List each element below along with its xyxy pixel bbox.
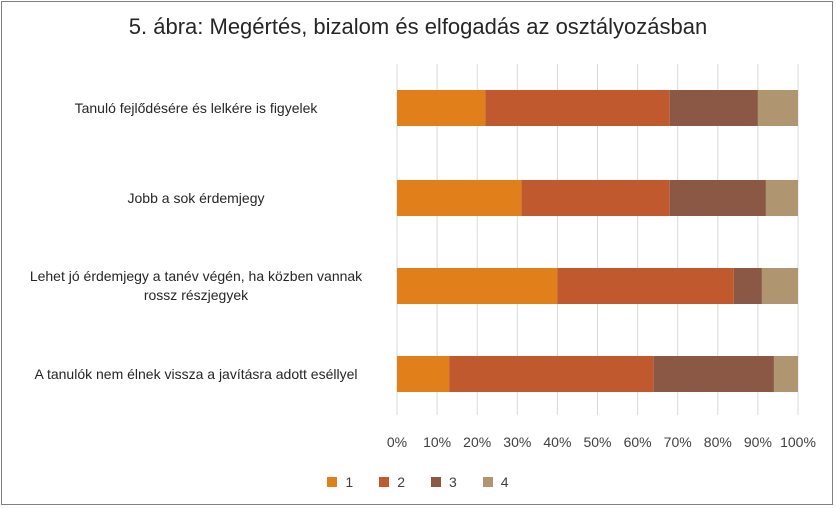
chart-legend: 1 2 3 4 xyxy=(0,474,836,490)
bar-segment-2 xyxy=(521,180,670,216)
x-tick-label: 100% xyxy=(780,434,816,450)
category-label-line: A tanulók nem élnek vissza a javításra a… xyxy=(34,365,358,382)
bar-segment-2 xyxy=(485,90,670,126)
x-tick-label: 0% xyxy=(387,434,407,450)
legend-label: 4 xyxy=(500,474,509,490)
bar-segment-3 xyxy=(669,180,766,216)
bar-segment-2 xyxy=(449,356,654,392)
bar-segment-4 xyxy=(773,356,798,392)
bar-segment-1 xyxy=(397,268,558,304)
bar-segment-1 xyxy=(397,90,486,126)
chart-title: 5. ábra: Megértés, bizalom és elfogadás … xyxy=(128,14,708,39)
category-label: Tanuló fejlődésére és lelkére is figyele… xyxy=(4,99,388,118)
bar-segment-4 xyxy=(761,268,798,304)
bar-segment-4 xyxy=(757,90,798,126)
bar-segment-4 xyxy=(765,180,798,216)
category-label-line: Jobb a sok érdemjegy xyxy=(127,189,265,206)
legend-swatch xyxy=(431,477,441,487)
x-tick-label: 10% xyxy=(423,434,451,450)
category-label-line: Lehet jó érdemjegy a tanév végén, ha köz… xyxy=(29,268,363,284)
x-tick-label: 50% xyxy=(583,434,611,450)
category-label: Jobb a sok érdemjegy xyxy=(4,189,388,208)
legend-swatch xyxy=(327,477,338,487)
x-tick-label: 40% xyxy=(543,434,571,450)
legend-label: 1 xyxy=(345,474,354,490)
category-label-line: Tanuló fejlődésére és lelkére is figyele… xyxy=(74,99,318,116)
legend-label: 2 xyxy=(397,474,405,490)
bar-segment-2 xyxy=(557,268,734,304)
x-tick-label: 80% xyxy=(704,434,732,450)
x-tick-label: 30% xyxy=(503,434,531,450)
bar-segment-1 xyxy=(397,180,522,216)
x-tick-label: 60% xyxy=(624,434,652,450)
category-label: A tanulók nem élnek vissza a javításra a… xyxy=(4,365,388,384)
legend-item: 3 xyxy=(431,474,457,490)
legend-swatch xyxy=(482,477,493,487)
legend-item: 4 xyxy=(482,474,509,490)
bar-segment-1 xyxy=(397,356,450,392)
x-tick-label: 70% xyxy=(664,434,692,450)
legend-item: 2 xyxy=(379,474,405,490)
category-label: Lehet jó érdemjegy a tanév végén, ha köz… xyxy=(4,267,388,305)
bar-segment-3 xyxy=(733,268,762,304)
x-tick-label: 20% xyxy=(463,434,491,450)
category-label-line: rossz részjegyek xyxy=(143,287,249,303)
x-tick-label: 90% xyxy=(744,434,772,450)
legend-label: 3 xyxy=(449,474,457,490)
bar-segment-3 xyxy=(653,356,774,392)
legend-swatch xyxy=(379,477,390,487)
bar-segment-3 xyxy=(669,90,758,126)
legend-item: 1 xyxy=(327,474,353,490)
